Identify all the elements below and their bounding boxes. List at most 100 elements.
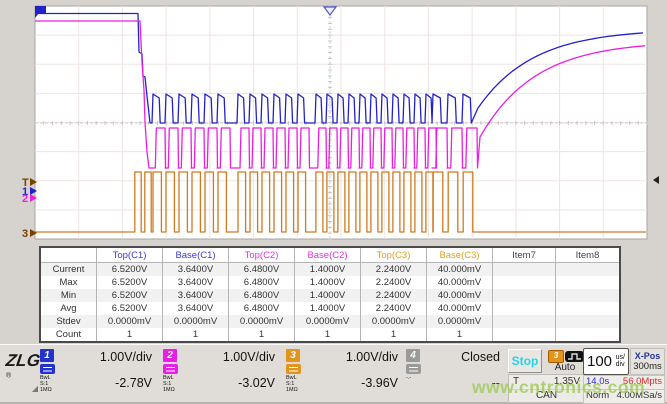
timebase-value: 100 <box>587 353 613 370</box>
meas-cell <box>493 289 556 302</box>
coupling-icon <box>286 364 301 374</box>
channel-3-badge[interactable]: 3 <box>286 349 300 362</box>
channel-offset: -3.96V <box>361 376 398 390</box>
channel-4-control[interactable]: 4 -.- Closed -- <box>406 348 506 400</box>
meas-column-header: Base(C2) <box>295 248 361 263</box>
channel-3-control[interactable]: 3 BwL S:1 1MΩ 1.00V/div -3.96V <box>286 348 404 400</box>
meas-cell: 3.6400V <box>163 289 229 302</box>
svg-text:1: 1 <box>22 186 28 198</box>
channel-marker-t[interactable]: T <box>22 177 37 189</box>
record-points: 56.0Mpts <box>622 376 662 387</box>
meas-cell: 1.4000V <box>295 263 361 276</box>
meas-column-header: Base(C1) <box>163 248 229 263</box>
meas-cell: 3.6400V <box>163 276 229 289</box>
meas-cell: 1.4000V <box>295 289 361 302</box>
meas-cell <box>556 315 619 328</box>
meas-cell: 40.000mV <box>427 289 493 302</box>
channel-2-control[interactable]: 2 BwL S:1 1MΩ 1.00V/div -3.02V <box>163 348 281 400</box>
meas-column-header: Top(C2) <box>229 248 295 263</box>
trigger-level-box[interactable]: T 1.35V CAN <box>508 374 585 403</box>
meas-cell: 1 <box>229 328 295 341</box>
meas-cell: 40.000mV <box>427 276 493 289</box>
meas-cell: 6.5200V <box>97 302 163 315</box>
meas-cell <box>493 263 556 276</box>
meas-cell: 6.5200V <box>97 276 163 289</box>
channel-scale: 1.00V/div <box>222 350 275 364</box>
xpos-value: 300ms <box>633 361 662 372</box>
meas-cell: 2.2400V <box>361 263 427 276</box>
timebase-unit-bottom: div <box>615 361 625 368</box>
channel-marker-1[interactable]: 1 <box>22 186 37 198</box>
xpos-label: X-Pos <box>634 351 661 361</box>
meas-cell: 6.4800V <box>229 302 295 315</box>
meas-cell: 1.4000V <box>295 302 361 315</box>
svg-text:2: 2 <box>22 193 28 205</box>
channel-4-badge[interactable]: 4 <box>406 349 420 362</box>
coupling-icon <box>40 364 55 374</box>
channel-scale: 1.00V/div <box>345 350 398 364</box>
meas-cell: 1 <box>163 328 229 341</box>
channel-2-badge[interactable]: 2 <box>163 349 177 362</box>
meas-cell <box>556 328 619 341</box>
graticule <box>34 5 648 240</box>
meas-cell: 1 <box>295 328 361 341</box>
meas-cell: 6.4800V <box>229 276 295 289</box>
channel-marker-2[interactable]: 2 <box>22 193 37 205</box>
registered-mark: ® <box>6 372 12 380</box>
channel-offset: -2.78V <box>115 376 152 390</box>
channel-1-badge[interactable]: 1 <box>40 349 54 362</box>
waveform-c2 <box>35 20 646 169</box>
record-time: 14.0s <box>586 376 610 387</box>
channel-probe-info: BwL S:1 1MΩ <box>40 375 52 393</box>
measurement-table: Top(C1) Base(C1) Top(C2) Base(C2) Top(C3) Bas… <box>39 246 621 343</box>
meas-cell: 1 <box>427 328 493 341</box>
meas-cell: Current <box>41 263 97 276</box>
brand-logo: ZLG ® ◢ <box>4 351 42 395</box>
timebase-panel: 100 us/div X-Pos 300ms 14.0s 56.0Mpts No… <box>581 347 665 404</box>
meas-cell: 0.0000mV <box>163 315 229 328</box>
trigger-bus-label: CAN <box>509 389 584 401</box>
coupling-icon <box>163 364 178 374</box>
channel-marker-3[interactable]: 3 <box>22 228 37 240</box>
trigger-position-marker[interactable] <box>322 6 338 16</box>
meas-cell <box>556 289 619 302</box>
svg-text:T: T <box>22 177 29 189</box>
run-stop-button[interactable]: Stop <box>508 349 542 373</box>
xpos-box[interactable]: X-Pos 300ms <box>630 348 665 375</box>
waveform-c3 <box>35 171 646 233</box>
channel-probe-info: BwL S:1 1MΩ <box>286 375 298 393</box>
meas-cell: 2.2400V <box>361 289 427 302</box>
meas-cell <box>556 276 619 289</box>
channel-probe-info: BwL S:1 1MΩ <box>163 375 175 393</box>
channel-offset: -3.02V <box>238 376 275 390</box>
trigger-panel: Stop 3 Auto T 1.35V CAN <box>506 347 585 403</box>
trigger-level-marker-right[interactable] <box>653 176 659 184</box>
meas-cell: 40.000mV <box>427 302 493 315</box>
top-left-clip-flag <box>35 6 46 18</box>
trigger-mode-label[interactable]: Auto <box>554 362 576 373</box>
trigger-level-value: 1.35V <box>553 376 580 387</box>
trigger-source-badge[interactable]: 3 <box>548 350 564 363</box>
meas-cell: 6.5200V <box>97 263 163 276</box>
brand-text: ZLG <box>4 351 42 370</box>
timebase-scale-box[interactable]: 100 us/div <box>583 348 629 375</box>
trigger-slope-icon[interactable] <box>565 350 584 368</box>
meas-cell: Min <box>41 289 97 302</box>
coupling-icon <box>406 364 421 374</box>
meas-cell: Max <box>41 276 97 289</box>
meas-cell: Avg <box>41 302 97 315</box>
meas-cell: 0.0000mV <box>229 315 295 328</box>
meas-column-header: Top(C3) <box>361 248 427 263</box>
acquire-info-row: Norm 4.00MSa/s <box>583 389 665 404</box>
channel-1-control[interactable]: 1 BwL S:1 1MΩ 1.00V/div -2.78V <box>40 348 158 400</box>
meas-cell <box>493 328 556 341</box>
meas-cell: 1 <box>361 328 427 341</box>
meas-cell: 2.2400V <box>361 302 427 315</box>
trigger-level-symbol: T <box>513 376 520 387</box>
meas-column-header <box>41 248 97 263</box>
meas-cell: 0.0000mV <box>97 315 163 328</box>
meas-cell <box>493 276 556 289</box>
meas-cell: 6.4800V <box>229 289 295 302</box>
meas-cell: 0.0000mV <box>361 315 427 328</box>
